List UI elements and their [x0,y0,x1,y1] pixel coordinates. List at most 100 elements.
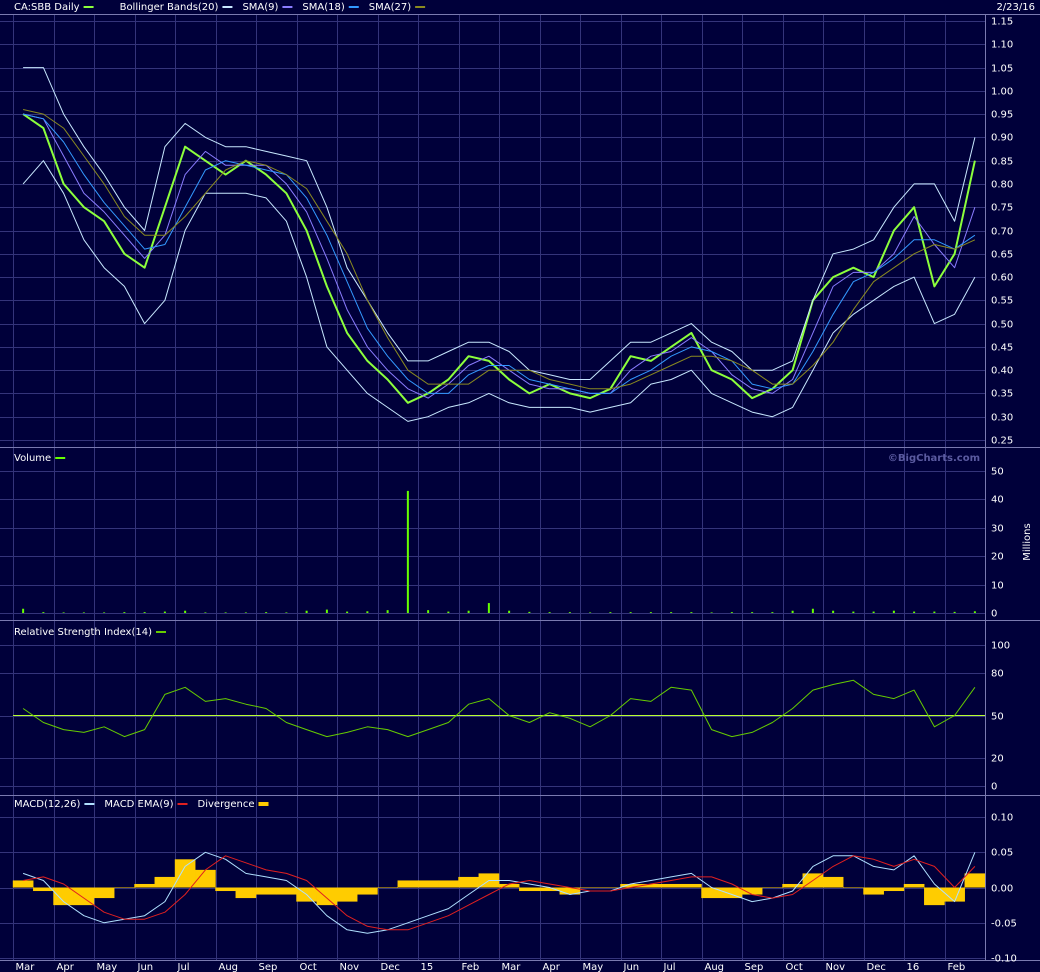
y-tick-label: 0.90 [991,133,1013,144]
bar [195,869,216,888]
bar [508,610,511,613]
bar [811,608,814,613]
legend-label: SMA(27) [369,2,411,13]
y-tick-label: 30 [991,524,1004,535]
text-layer: 2/23/16 ©BigCharts.com Millions Mar Apr Ma… [14,2,1035,972]
y-tick-label: 0 [991,609,997,620]
bar [154,876,176,888]
bar [244,612,247,613]
series-line [23,67,976,380]
y-tick-label: 0.10 [991,813,1013,824]
bar [579,887,601,888]
x-tick-label: 15 [421,962,434,972]
grid-layer [0,15,985,960]
series-line [22,160,976,422]
bar [690,612,693,613]
series-line [22,679,976,738]
bar [924,887,945,906]
bar [366,611,369,613]
bar [53,887,74,906]
bar [235,887,257,899]
x-tick-label: May [583,962,604,972]
bar [386,610,389,613]
bar [559,887,581,895]
bar [458,876,479,888]
bar [427,610,430,613]
y-tick-label: 0.70 [991,227,1013,238]
bar [174,859,196,888]
legend-label: Divergence [198,799,255,810]
bar [701,887,722,899]
x-tick-label: Jul [177,962,190,972]
legend-label: SMA(9) [242,2,278,13]
bar [883,887,905,892]
bar [285,612,288,613]
mark-layer [12,67,986,934]
bar [568,612,571,613]
bar [539,887,560,892]
bar [325,609,328,613]
date-label: 2/23/16 [996,2,1035,13]
bar [933,611,936,613]
y-tick-label: 20 [991,552,1004,563]
series-line [23,855,976,931]
y-tick-label: 0.00 [991,884,1013,895]
x-tick-label: Dec [867,962,886,972]
y-tick-label: 0.95 [991,110,1013,121]
bar [852,611,855,613]
y-tick-label: 0.40 [991,366,1013,377]
y-tick-label: 1.10 [991,40,1013,51]
bar [649,612,652,613]
bar [964,873,986,888]
bar [33,887,54,892]
bar [305,610,308,613]
x-tick-label: Dec [381,962,400,972]
bar [620,883,641,888]
bar [215,887,236,892]
series-line [22,851,976,934]
y-tick-label: 0.75 [991,203,1013,214]
y-tick-label: 0.05 [991,848,1013,859]
bar [316,887,338,906]
x-tick-label: Oct [300,962,317,972]
y-tick-label: 50 [991,712,1004,723]
bar [204,612,207,613]
y-tick-label: 80 [991,669,1004,680]
series-line [22,109,976,390]
bar [519,887,540,892]
bar [498,883,520,888]
bar [629,612,632,613]
bar [843,887,864,888]
bar [640,883,662,888]
x-tick-label: Apr [57,962,75,972]
x-tick-label: May [97,962,118,972]
bar [973,611,976,613]
y-tick-label: 10 [991,581,1004,592]
y-tick-label: 0.85 [991,157,1013,168]
bar [377,887,398,888]
y-tick-label: -0.10 [991,954,1017,965]
x-tick-label: Jun [623,962,640,972]
bar [670,612,673,613]
bar [406,490,409,613]
x-tick-label: Sep [745,962,764,972]
x-tick-label: Nov [826,962,846,972]
bar [762,887,783,888]
x-tick-label: Jun [137,962,154,972]
bar [600,887,621,888]
x-tick-label: Apr [543,962,561,972]
bar [822,876,844,888]
bar [22,608,25,613]
bar [953,611,956,613]
x-tick-label: Mar [16,962,36,972]
bar [417,880,439,888]
legend-label: CA:SBB Daily [14,2,80,13]
y-tick-label: 0.65 [991,250,1013,261]
y-tick-label: 0.60 [991,273,1013,284]
y-tick-label: 20 [991,754,1004,765]
bar [741,887,763,895]
bar [62,612,65,613]
y-tick-label: 0.35 [991,389,1013,400]
bar [771,612,774,613]
